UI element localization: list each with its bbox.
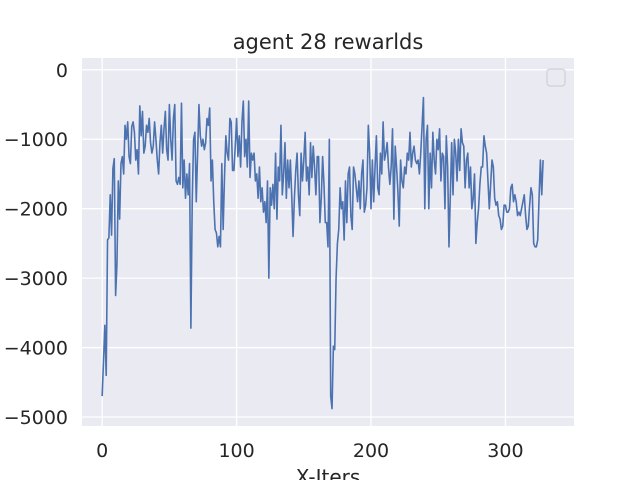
y-tick-label: 0: [56, 60, 68, 82]
y-tick-label: −5000: [4, 407, 68, 429]
gridlines: [82, 58, 574, 426]
y-tick-label: −3000: [4, 268, 68, 290]
x-axis-label: X-Iters: [296, 465, 361, 480]
x-tick-label: 300: [487, 440, 523, 462]
reward-series-line: [101, 96, 544, 410]
y-tick-labels: 0 −1000 −2000 −3000 −4000 −5000: [4, 60, 68, 429]
x-tick-label: 0: [96, 440, 108, 462]
y-tick-label: −2000: [4, 199, 68, 221]
legend-box: [546, 68, 566, 87]
x-tick-label: 100: [218, 440, 254, 462]
y-tick-label: −1000: [4, 129, 68, 151]
x-tick-label: 200: [353, 440, 389, 462]
x-tick-labels: 0 100 200 300: [96, 440, 523, 462]
legend: [546, 68, 566, 87]
y-tick-label: −4000: [4, 338, 68, 360]
chart-title: agent 28 rewarlds: [233, 30, 424, 54]
